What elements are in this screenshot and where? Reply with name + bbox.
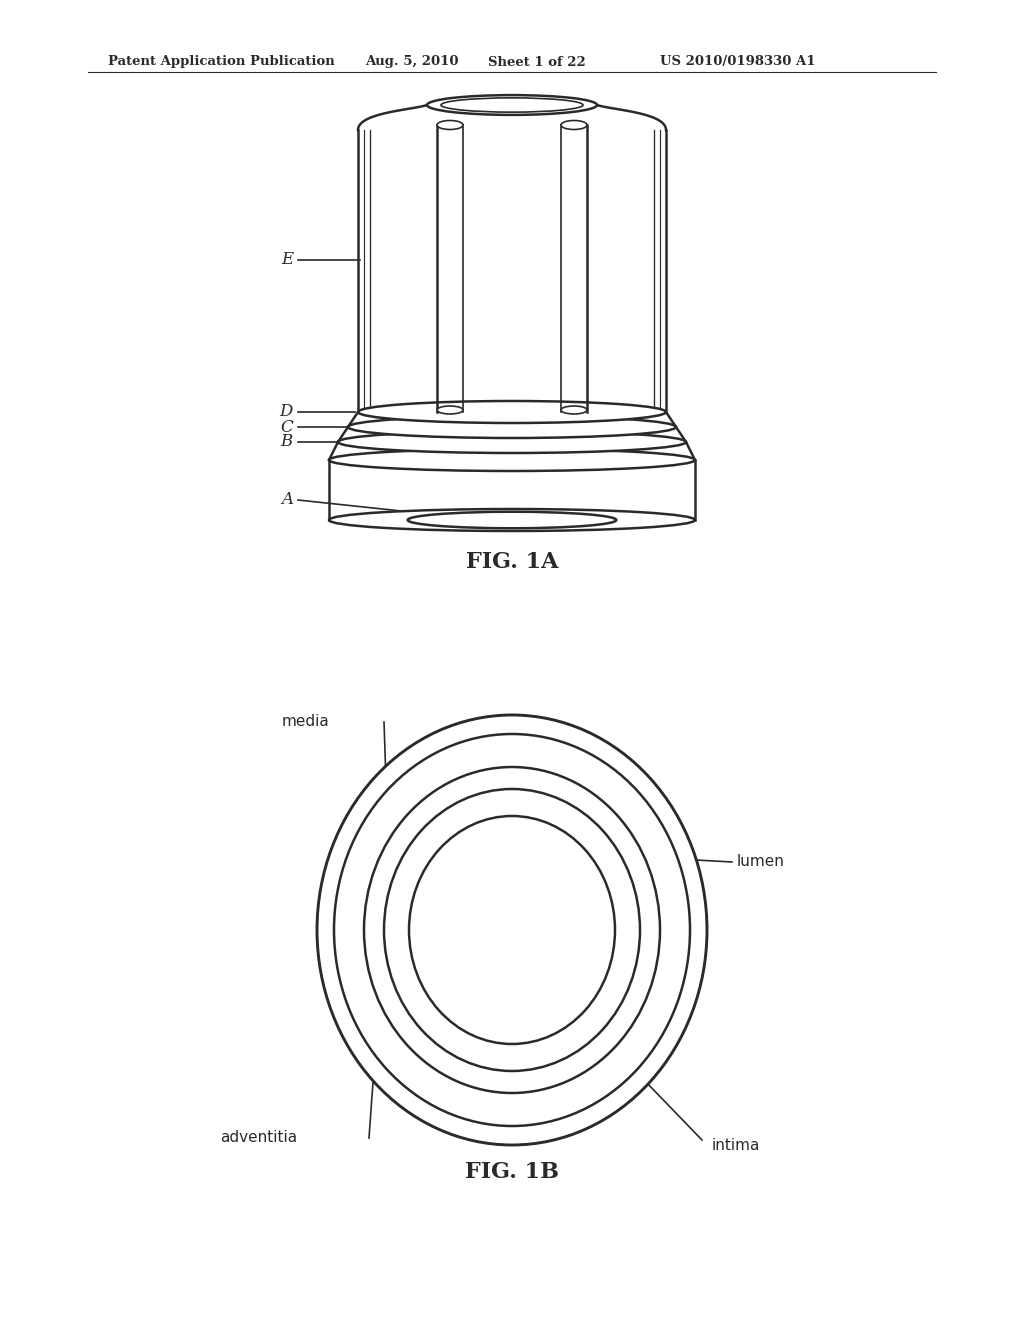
- Text: Aug. 5, 2010: Aug. 5, 2010: [365, 55, 459, 69]
- Text: US 2010/0198330 A1: US 2010/0198330 A1: [660, 55, 815, 69]
- Ellipse shape: [437, 120, 463, 129]
- Ellipse shape: [329, 510, 695, 531]
- Text: Sheet 1 of 22: Sheet 1 of 22: [488, 55, 586, 69]
- Ellipse shape: [329, 449, 695, 471]
- Ellipse shape: [364, 767, 660, 1093]
- Text: adventitia: adventitia: [220, 1130, 297, 1146]
- Text: E: E: [281, 252, 293, 268]
- Text: media: media: [282, 714, 329, 730]
- Ellipse shape: [561, 407, 587, 414]
- Text: A: A: [281, 491, 293, 508]
- Ellipse shape: [561, 120, 587, 129]
- Ellipse shape: [334, 734, 690, 1126]
- Text: FIG. 1A: FIG. 1A: [466, 550, 558, 573]
- Text: D: D: [280, 404, 293, 421]
- Ellipse shape: [437, 407, 463, 414]
- Text: B: B: [281, 433, 293, 450]
- Ellipse shape: [358, 401, 666, 422]
- Ellipse shape: [409, 816, 615, 1044]
- Ellipse shape: [427, 95, 597, 115]
- Ellipse shape: [408, 512, 616, 528]
- Text: FIG. 1B: FIG. 1B: [465, 1162, 559, 1183]
- Ellipse shape: [348, 416, 676, 438]
- Ellipse shape: [441, 98, 583, 112]
- Text: Patent Application Publication: Patent Application Publication: [108, 55, 335, 69]
- Text: intima: intima: [712, 1138, 761, 1152]
- Text: lumen: lumen: [737, 854, 784, 870]
- Ellipse shape: [317, 715, 707, 1144]
- Ellipse shape: [384, 789, 640, 1071]
- Text: C: C: [281, 418, 293, 436]
- Ellipse shape: [338, 432, 686, 453]
